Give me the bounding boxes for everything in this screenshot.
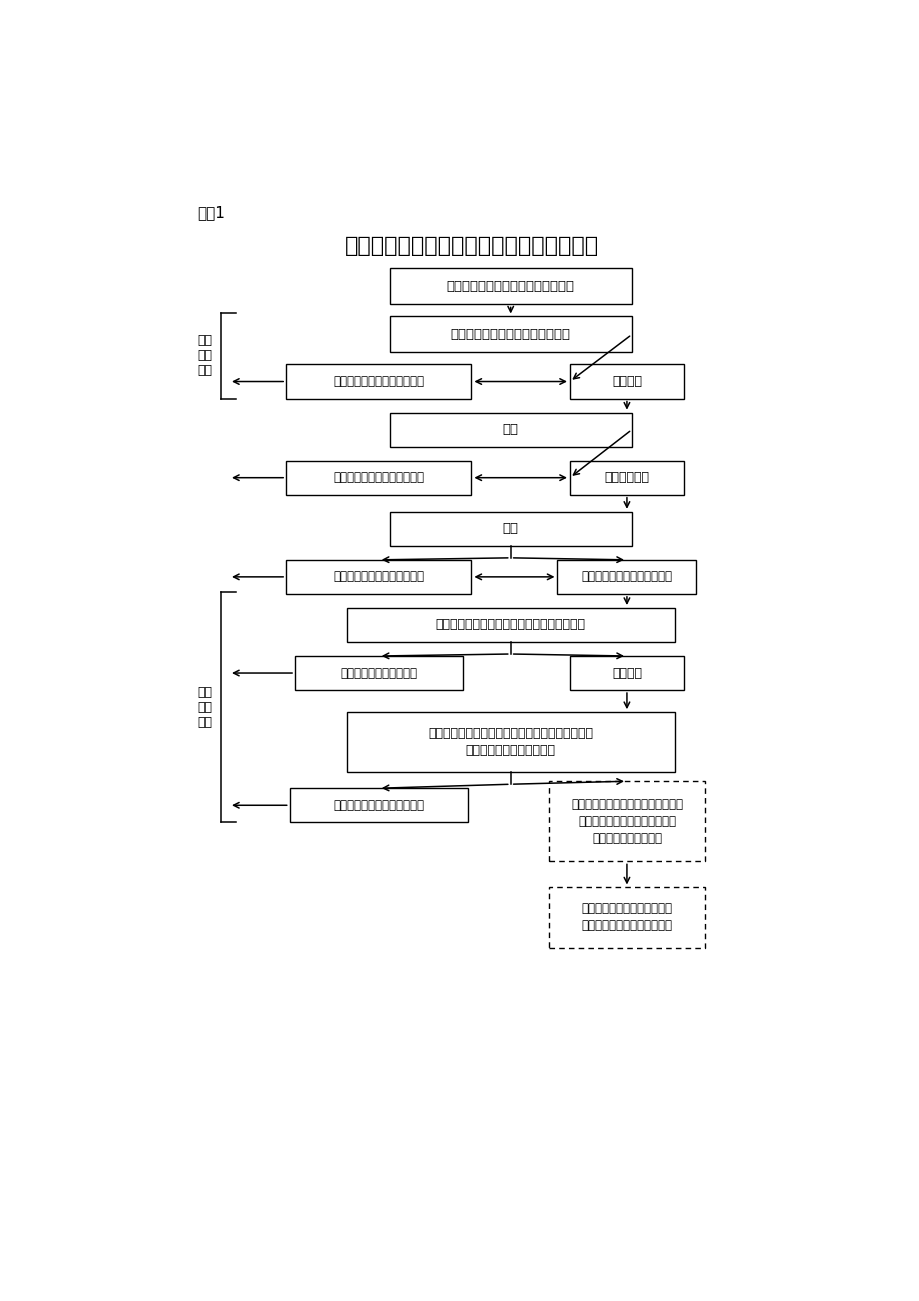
Text: 办理
退件
手续: 办理 退件 手续 — [197, 686, 212, 729]
Bar — [389, 268, 631, 304]
Bar — [286, 461, 471, 494]
Bar — [569, 656, 683, 690]
Text: 不符合申请条件或材料不齐备: 不符合申请条件或材料不齐备 — [333, 375, 424, 388]
Text: 附件1: 附件1 — [197, 204, 224, 220]
Text: 公示有异议，经查不符合条件: 公示有异议，经查不符合条件 — [333, 799, 424, 812]
Text: 公示无异议或经查异议不成立: 公示无异议或经查异议不成立 — [581, 570, 672, 583]
Bar — [295, 656, 462, 690]
Bar — [289, 788, 468, 822]
Bar — [286, 559, 471, 593]
Text: 居住街（镇）窗口受理或线上受理: 居住街（镇）窗口受理或线上受理 — [450, 328, 570, 341]
Text: 不符合申请条件或材料不齐备: 不符合申请条件或材料不齐备 — [333, 471, 424, 484]
Text: 办理
退件
手续: 办理 退件 手续 — [197, 334, 212, 377]
Text: 区住建局、区民政局同步开展信息协查、复审: 区住建局、区民政局同步开展信息协查、复审 — [436, 618, 585, 631]
Bar — [548, 887, 705, 947]
Bar — [346, 712, 674, 773]
Bar — [548, 781, 705, 861]
Bar — [389, 412, 631, 446]
Text: 符合申请条件: 符合申请条件 — [604, 471, 649, 484]
Bar — [389, 511, 631, 546]
Text: 公示无异议或异议不成立的，区住建
局会同区民政局登记保障资格，
转市国有房产中心保障: 公示无异议或异议不成立的，区住建 局会同区民政局登记保障资格， 转市国有房产中心… — [571, 798, 682, 844]
Text: 区住建局根据上述审查认定情况，注明保障标准，
通过区级政府门户网站公示: 区住建局根据上述审查认定情况，注明保障标准， 通过区级政府门户网站公示 — [427, 727, 593, 757]
Bar — [346, 608, 674, 641]
Text: 初审: 初审 — [502, 423, 518, 436]
Bar — [569, 364, 683, 398]
Text: 居住地街（镇）窗口申请或线上申请: 居住地街（镇）窗口申请或线上申请 — [447, 280, 574, 293]
Bar — [557, 559, 696, 593]
Bar — [389, 316, 631, 353]
Text: 复审合格: 复审合格 — [611, 666, 641, 679]
Text: 公示有异议，经查不符合条件: 公示有异议，经查不符合条件 — [333, 570, 424, 583]
Text: 材料齐备: 材料齐备 — [611, 375, 641, 388]
Text: 福州市马尾区公租房申请审核和分配流程图: 福州市马尾区公租房申请审核和分配流程图 — [344, 237, 598, 256]
Bar — [286, 364, 471, 398]
Text: 复审不合格或材料不齐备: 复审不合格或材料不齐备 — [340, 666, 417, 679]
Text: 区国有房产中心组织实物配租
组织实物配租或发放租赁补贴: 区国有房产中心组织实物配租 组织实物配租或发放租赁补贴 — [581, 903, 672, 933]
Text: 公示: 公示 — [502, 522, 518, 535]
Bar — [569, 461, 683, 494]
